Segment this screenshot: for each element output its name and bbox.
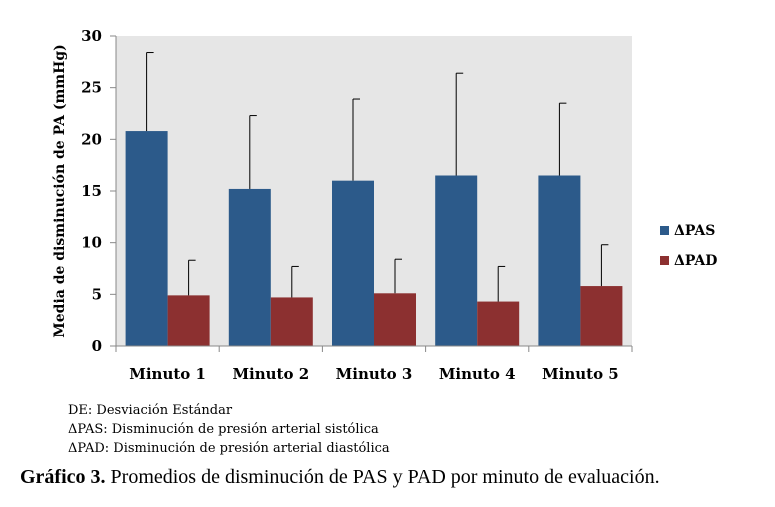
bar-pas-1 [125,131,168,346]
bar-pad-1 [167,295,210,346]
legend-label-pad: ΔPAD [674,253,717,269]
y-tick-label: 25 [81,79,102,97]
notes-block: DE: Desviación Estándar ΔPAS: Disminució… [68,401,390,458]
x-tick-label: Minuto 2 [232,365,309,383]
bar-chart: Minuto 1 Minuto 2 Minuto 3 Minuto 4 Minuto 5… [52,27,717,383]
note-pas: ΔPAS: Disminución de presión arterial si… [68,422,379,437]
bar-pad-3 [374,293,416,346]
y-tick-label: 5 [92,285,102,303]
bar-pas-4 [435,175,478,346]
y-tick-label: 20 [81,130,102,148]
axes-group: Minuto 1 Minuto 2 Minuto 3 Minuto 4 Minuto 5… [81,27,633,383]
x-tick-label: Minuto 5 [542,365,619,383]
bars-group [125,52,623,346]
y-tick-label: 15 [81,182,102,200]
caption-label: Gráfico 3. [20,466,106,488]
caption-text: Promedios de disminución de PAS y PAD po… [105,466,660,488]
legend-label-pas: ΔPAS [674,223,715,239]
bar-pad-4 [477,301,520,346]
y-axis-label: Media de disminución de PA (mmHg) [52,44,68,337]
legend-swatch-pas [660,226,669,235]
note-de: DE: Desviación Estándar [68,403,233,418]
note-pad: ΔPAD: Disminución de presión arterial di… [68,441,390,456]
bar-pad-5 [580,286,623,346]
legend: ΔPAS ΔPAD [660,223,717,269]
bar-pas-5 [538,175,581,346]
y-tick-label: 10 [81,234,102,252]
x-tick-label: Minuto 3 [336,365,413,383]
y-tick-label: 30 [81,27,102,45]
x-tick-label: Minuto 1 [129,365,206,383]
bar-pas-2 [228,188,271,346]
y-tick-label: 0 [92,337,102,355]
bar-pas-3 [332,180,374,346]
figure-caption: Gráfico 3. Promedios de disminución de P… [20,466,660,489]
x-tick-label: Minuto 4 [439,365,516,383]
legend-swatch-pad [660,256,669,265]
bar-pad-2 [270,297,313,346]
